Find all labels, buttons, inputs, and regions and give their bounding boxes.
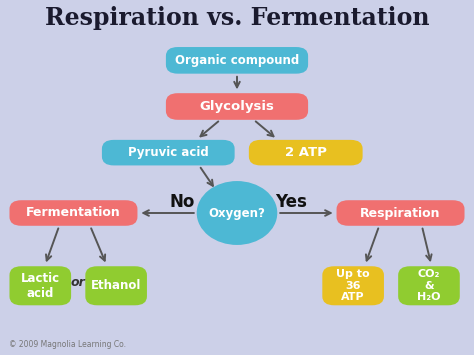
Text: Respiration vs. Fermentation: Respiration vs. Fermentation: [45, 6, 429, 30]
Text: Organic compound: Organic compound: [175, 54, 299, 67]
FancyBboxPatch shape: [322, 266, 384, 305]
Text: Lactic
acid: Lactic acid: [21, 272, 60, 300]
Text: Fermentation: Fermentation: [26, 207, 121, 219]
Text: or: or: [71, 276, 86, 289]
FancyBboxPatch shape: [166, 93, 308, 120]
Text: Yes: Yes: [275, 193, 308, 211]
FancyBboxPatch shape: [9, 266, 71, 305]
FancyBboxPatch shape: [337, 200, 465, 226]
Ellipse shape: [197, 181, 277, 245]
Text: © 2009 Magnolia Learning Co.: © 2009 Magnolia Learning Co.: [9, 340, 127, 349]
FancyBboxPatch shape: [9, 200, 137, 226]
FancyBboxPatch shape: [102, 140, 235, 165]
Text: No: No: [170, 193, 195, 211]
Text: Pyruvic acid: Pyruvic acid: [128, 146, 209, 159]
FancyBboxPatch shape: [166, 47, 308, 74]
Text: Respiration: Respiration: [360, 207, 441, 219]
Text: Glycolysis: Glycolysis: [200, 100, 274, 113]
FancyBboxPatch shape: [85, 266, 147, 305]
Text: Up to
36
ATP: Up to 36 ATP: [337, 269, 370, 302]
FancyBboxPatch shape: [398, 266, 460, 305]
Text: CO₂
&
H₂O: CO₂ & H₂O: [417, 269, 441, 302]
Text: Ethanol: Ethanol: [91, 279, 141, 292]
FancyBboxPatch shape: [249, 140, 363, 165]
Text: 2 ATP: 2 ATP: [285, 146, 327, 159]
Text: Oxygen?: Oxygen?: [209, 207, 265, 219]
